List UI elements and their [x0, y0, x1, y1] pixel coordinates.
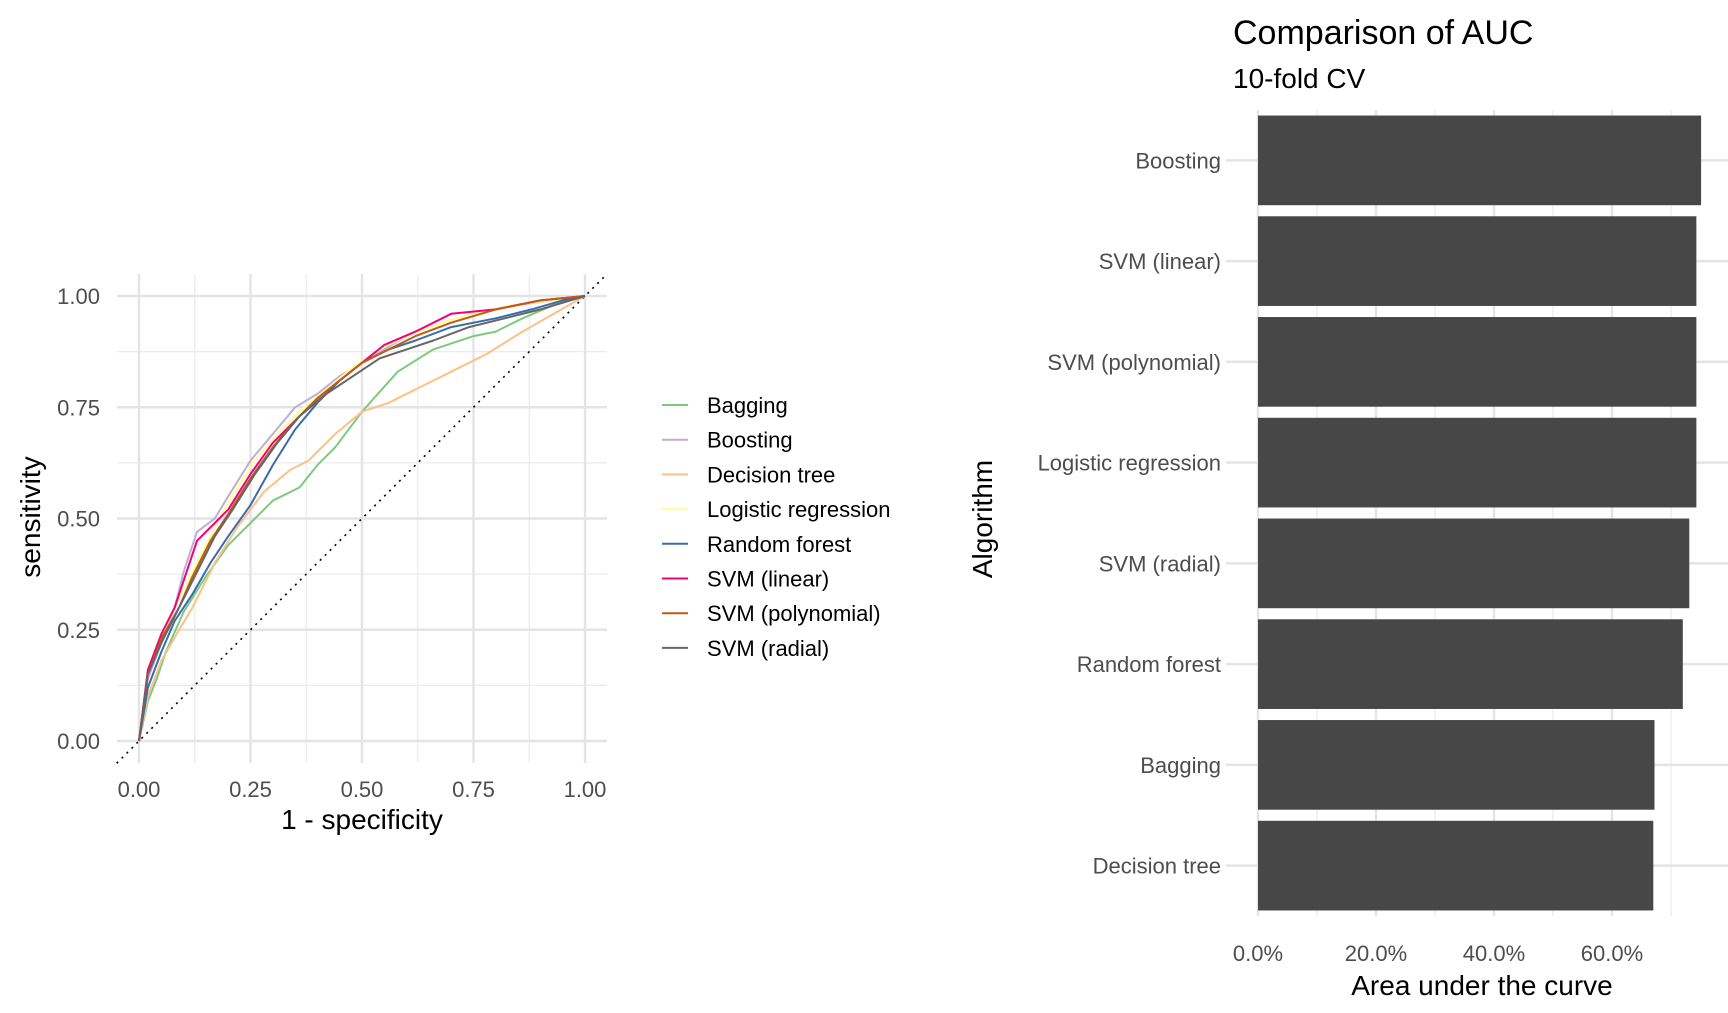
auc-bar	[1258, 115, 1702, 206]
auc-category-label: Boosting	[1135, 148, 1221, 173]
roc-y-axis-title: sensitivity	[15, 456, 46, 577]
roc-y-tick-label: 0.50	[57, 507, 100, 532]
auc-bar	[1258, 720, 1655, 810]
auc-y-axis-title: Algorithm	[967, 460, 998, 578]
legend-label: Bagging	[707, 393, 788, 418]
auc-category-label: Logistic regression	[1038, 451, 1221, 476]
auc-bar	[1258, 417, 1697, 508]
roc-line-bagging	[138, 295, 586, 742]
auc-chart-subtitle: 10-fold CV	[1233, 63, 1366, 94]
legend-label: Boosting	[707, 428, 793, 453]
roc-line-logistic-regression	[138, 295, 586, 742]
roc-grid	[117, 274, 607, 763]
auc-x-tick-label: 40.0%	[1463, 941, 1525, 966]
auc-bar	[1258, 317, 1697, 407]
roc-line-decision-tree	[138, 295, 586, 742]
auc-bar	[1258, 518, 1690, 609]
auc-x-axis-title: Area under the curve	[1351, 970, 1613, 1001]
roc-y-tick-label: 0.75	[57, 395, 100, 420]
roc-line-svm-linear	[138, 295, 586, 742]
auc-bars	[1258, 115, 1702, 911]
roc-y-tick-label: 1.00	[57, 284, 100, 309]
auc-bar	[1258, 216, 1697, 306]
auc-bar	[1258, 619, 1683, 709]
auc-x-tick-label: 60.0%	[1581, 941, 1643, 966]
legend-label: Logistic regression	[707, 497, 890, 522]
auc-category-label: SVM (radial)	[1099, 551, 1221, 576]
roc-line-svm-radial	[138, 295, 586, 742]
auc-x-tick-label: 20.0%	[1345, 941, 1407, 966]
legend-label: SVM (radial)	[707, 636, 829, 661]
roc-y-tick-labels: 0.00 0.25 0.50 0.75 1.00	[57, 284, 100, 754]
roc-x-axis-title: 1 - specificity	[281, 804, 443, 835]
auc-panel: Comparison of AUC 10-fold CV 0.0% 20.0% 40…	[967, 14, 1728, 1001]
legend-label: Decision tree	[707, 462, 835, 487]
roc-y-tick-label: 0.00	[57, 729, 100, 754]
roc-x-tick-label: 0.00	[118, 777, 161, 802]
auc-category-label: Bagging	[1140, 753, 1221, 778]
auc-x-tick-label: 0.0%	[1233, 941, 1283, 966]
auc-category-label: Decision tree	[1093, 854, 1221, 879]
roc-legend: Bagging Boosting Decision tree Logistic reg…	[662, 393, 890, 661]
roc-y-tick-label: 0.25	[57, 618, 100, 643]
auc-category-label: Random forest	[1077, 652, 1221, 677]
auc-bar	[1258, 820, 1654, 911]
roc-series-lines	[138, 295, 586, 742]
roc-line-random-forest	[138, 295, 586, 742]
auc-category-labels: Boosting SVM (linear) SVM (polynomial) Logi…	[1038, 148, 1221, 878]
auc-category-label: SVM (linear)	[1099, 249, 1221, 274]
roc-panel: 0.00 0.25 0.50 0.75 1.00 0.00 0.25 0.50 0.75 1.0…	[15, 273, 890, 835]
roc-x-tick-label: 1.00	[564, 777, 607, 802]
auc-x-tick-labels: 0.0% 20.0% 40.0% 60.0%	[1233, 941, 1643, 966]
roc-x-tick-labels: 0.00 0.25 0.50 0.75 1.00	[118, 777, 607, 802]
legend-label: SVM (linear)	[707, 567, 829, 592]
legend-label: SVM (polynomial)	[707, 601, 881, 626]
roc-x-tick-label: 0.75	[452, 777, 495, 802]
roc-x-tick-label: 0.50	[341, 777, 384, 802]
legend-label: Random forest	[707, 532, 851, 557]
auc-chart-title: Comparison of AUC	[1233, 14, 1533, 52]
auc-category-label: SVM (polynomial)	[1047, 350, 1221, 375]
roc-x-tick-label: 0.25	[229, 777, 272, 802]
